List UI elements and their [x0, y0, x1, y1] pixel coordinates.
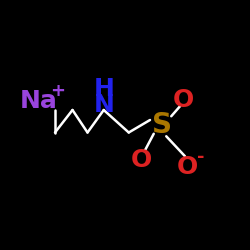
Text: O: O — [177, 156, 198, 180]
Text: +: + — [50, 82, 65, 100]
Text: H: H — [93, 77, 114, 101]
Text: O: O — [130, 148, 152, 172]
Text: S: S — [152, 111, 172, 139]
Text: -: - — [198, 148, 205, 166]
Text: Na: Na — [20, 89, 58, 113]
Text: N: N — [93, 93, 114, 117]
Text: O: O — [173, 88, 195, 112]
